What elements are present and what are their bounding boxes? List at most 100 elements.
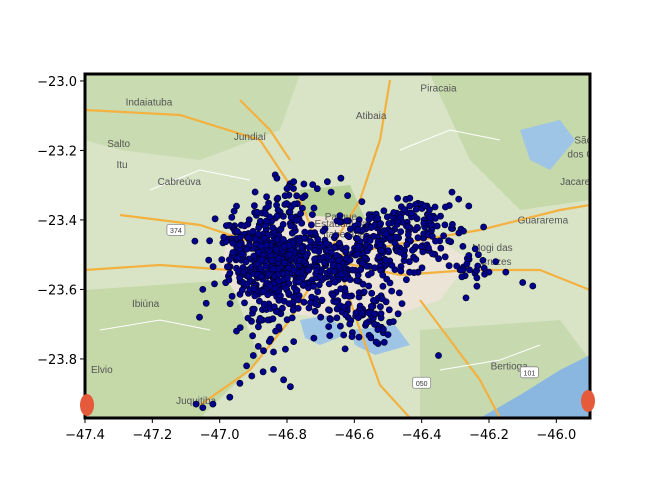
x-tick-label: −47.4 <box>65 428 105 443</box>
data-point <box>236 233 244 241</box>
data-point <box>311 307 319 315</box>
data-point <box>233 327 240 335</box>
map-label: Atibaia <box>356 111 387 122</box>
data-point <box>397 267 405 275</box>
data-point <box>290 266 298 274</box>
data-point <box>283 185 291 193</box>
data-point <box>396 248 404 256</box>
data-point <box>252 235 260 243</box>
data-point <box>265 270 272 278</box>
data-point <box>372 338 380 346</box>
data-point <box>254 323 262 331</box>
data-point <box>255 297 263 305</box>
map-label: dos Ca <box>567 149 599 160</box>
data-point <box>305 304 313 312</box>
data-point <box>460 227 467 235</box>
data-point <box>311 255 318 263</box>
data-point <box>285 289 292 297</box>
data-point <box>218 256 226 263</box>
data-point <box>243 245 251 253</box>
data-point <box>270 348 277 356</box>
data-point <box>225 256 233 264</box>
data-point <box>250 305 258 313</box>
data-point <box>345 233 353 241</box>
data-point <box>440 232 447 240</box>
road-shield-icon <box>520 366 539 379</box>
data-point <box>283 274 291 282</box>
data-point <box>474 262 482 270</box>
data-point <box>429 250 436 258</box>
data-point <box>379 282 387 290</box>
data-point <box>325 306 332 314</box>
data-point <box>353 277 361 285</box>
data-point <box>290 178 298 186</box>
data-point <box>458 273 466 281</box>
data-point <box>325 323 333 330</box>
data-point <box>313 266 321 274</box>
x-tick-label: −46.2 <box>469 428 509 443</box>
data-point <box>435 352 442 359</box>
data-point <box>466 266 473 274</box>
data-point <box>385 306 393 314</box>
data-point <box>337 271 345 278</box>
data-point <box>300 298 308 306</box>
data-point <box>254 342 262 350</box>
data-point <box>305 266 312 274</box>
data-point <box>342 311 349 319</box>
data-point <box>269 224 277 232</box>
data-point <box>293 192 301 200</box>
map-label: Indaiatuba <box>126 97 173 108</box>
data-point <box>371 320 378 328</box>
data-point <box>354 271 362 279</box>
data-point <box>367 269 375 277</box>
data-point <box>285 251 293 258</box>
data-point <box>226 393 234 401</box>
data-point <box>358 198 366 206</box>
data-point <box>298 219 306 227</box>
data-point <box>382 230 390 238</box>
data-point <box>388 261 396 269</box>
data-point <box>202 299 210 307</box>
data-point <box>378 295 386 303</box>
data-point <box>431 203 439 211</box>
data-point <box>191 237 199 245</box>
data-point <box>332 232 339 239</box>
data-point <box>260 234 268 242</box>
data-point <box>301 228 309 236</box>
data-point <box>432 237 439 245</box>
data-point <box>362 319 370 327</box>
road-shield-label: 374 <box>170 228 182 235</box>
data-point <box>441 253 449 261</box>
data-point <box>459 266 467 274</box>
data-point <box>295 278 303 286</box>
data-point <box>222 222 230 229</box>
data-point <box>256 217 264 225</box>
map-label: Itu <box>116 160 127 171</box>
data-point <box>413 223 421 231</box>
data-point <box>420 219 428 227</box>
data-point <box>366 243 374 251</box>
map-label: Jacareí <box>560 177 593 188</box>
data-point <box>329 292 337 299</box>
data-point <box>395 289 403 297</box>
data-point <box>236 379 244 387</box>
data-point <box>285 241 293 249</box>
data-point <box>233 202 240 210</box>
data-point <box>260 347 267 355</box>
data-point <box>382 256 390 264</box>
data-point <box>424 244 432 252</box>
data-point <box>308 293 316 301</box>
data-point <box>274 271 282 279</box>
data-point <box>404 231 412 239</box>
data-point <box>300 180 308 188</box>
data-point <box>270 365 277 373</box>
data-point <box>426 214 434 221</box>
data-point <box>388 287 396 295</box>
data-point <box>275 323 283 331</box>
data-point <box>354 314 362 321</box>
data-point <box>220 233 228 241</box>
data-point <box>479 256 487 264</box>
map-label: Jundiaí <box>234 132 266 143</box>
data-point <box>309 181 317 188</box>
